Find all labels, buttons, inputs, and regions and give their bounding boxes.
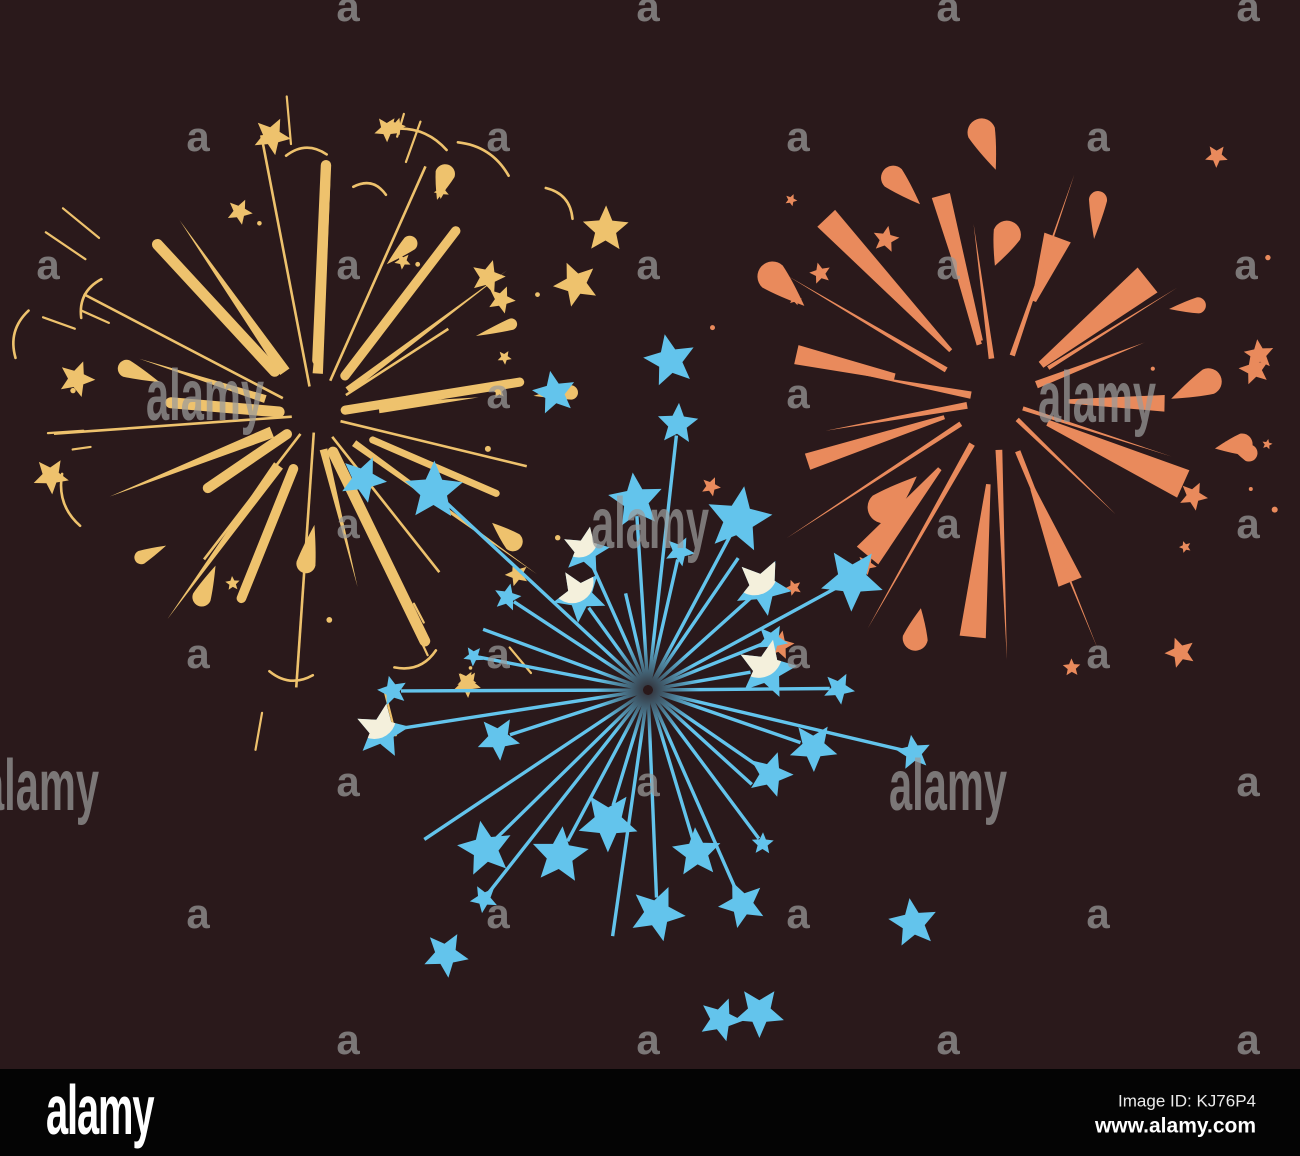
watermark-a-glyph: a — [1236, 758, 1260, 805]
watermark-alamy-logo: alamy — [591, 484, 709, 564]
watermark-a-glyph: a — [1236, 0, 1260, 30]
watermark-alamy-logo: alamy — [0, 746, 99, 826]
watermark-a-glyph: a — [786, 890, 810, 937]
watermark-alamy-logo: alamy — [146, 356, 264, 436]
watermark-a-glyph: a — [936, 1016, 960, 1063]
alamy-logo: alamy — [46, 1070, 155, 1149]
golden-firework — [0, 95, 629, 751]
watermark-a-glyph: a — [36, 241, 60, 288]
watermark-a-glyph: a — [336, 1016, 360, 1063]
watermark-alamy-logo: alamy — [1038, 358, 1156, 438]
alamy-url-text: www.alamy.com — [1094, 1113, 1256, 1137]
watermark-a-glyph: a — [486, 890, 510, 937]
watermark-a-glyph: a — [636, 241, 660, 288]
watermark-a-glyph: a — [936, 241, 960, 288]
watermark-a-glyph: a — [336, 0, 360, 30]
watermark-a-glyph: a — [936, 500, 960, 547]
watermark-a-glyph: a — [1236, 500, 1260, 547]
watermark-a-glyph: a — [486, 630, 510, 677]
watermark-a-glyph: a — [336, 500, 360, 547]
watermark-a-glyph: a — [1086, 113, 1110, 160]
watermark-a-glyph: a — [336, 758, 360, 805]
image-credit-block: Image ID: KJ76P4 www.alamy.com — [1095, 1091, 1256, 1138]
watermark-a-glyph: a — [636, 758, 660, 805]
watermark-a-glyph: a — [636, 1016, 660, 1063]
fireworks-illustration: a a a a a a a a a a a a a a a a a a a a a a a a a a a a a a a a a alamy al… — [0, 0, 1300, 1069]
watermark-a-glyph: a — [186, 890, 210, 937]
watermark-a-glyph: a — [186, 113, 210, 160]
image-id-text: Image ID: KJ76P4 — [1118, 1090, 1256, 1110]
watermark-a-glyph: a — [1086, 890, 1110, 937]
watermark-a-glyph: a — [936, 0, 960, 30]
watermark-a-glyph: a — [486, 113, 510, 160]
watermark-a-glyph: a — [336, 241, 360, 288]
alamy-watermark-layer: a a a a a a a a a a a a a a a a a a a a a a a a a a a a a a a a a alamy al… — [0, 0, 1260, 1063]
watermark-a-glyph: a — [1086, 630, 1110, 677]
watermark-a-glyph: a — [186, 630, 210, 677]
watermark-a-glyph: a — [636, 0, 660, 30]
watermark-bar: alamy Image ID: KJ76P4 www.alamy.com — [0, 1069, 1300, 1156]
watermark-a-glyph: a — [1234, 241, 1258, 288]
night-background — [0, 0, 1300, 1069]
watermark-a-glyph: a — [1236, 1016, 1260, 1063]
watermark-a-glyph: a — [786, 113, 810, 160]
watermark-a-glyph: a — [486, 370, 510, 417]
watermark-a-glyph: a — [786, 630, 810, 677]
watermark-a-glyph: a — [786, 370, 810, 417]
watermark-alamy-logo: alamy — [889, 746, 1007, 826]
